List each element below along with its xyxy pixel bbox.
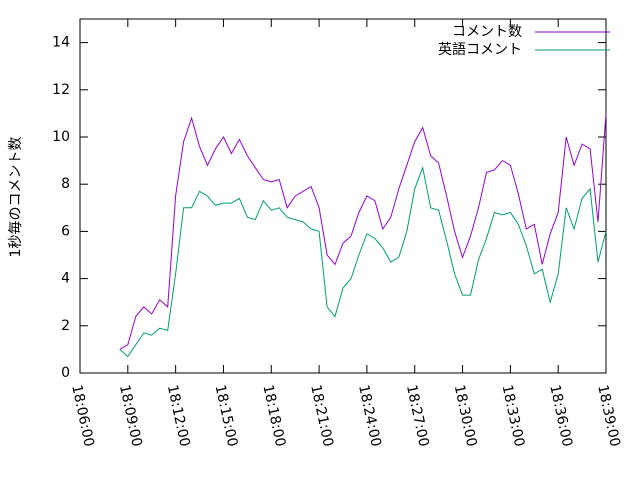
legend-label: コメント数	[452, 24, 522, 40]
plot-frame	[79, 18, 607, 374]
y-tick-label: 2	[61, 318, 70, 334]
y-tick-label: 10	[52, 129, 70, 145]
y-tick-label: 6	[61, 223, 70, 239]
series-line	[119, 165, 607, 358]
y-tick-label: 12	[52, 82, 70, 98]
y-tick-label: 14	[52, 35, 70, 51]
y-tick-label: 8	[61, 176, 70, 192]
y-tick-label: 0	[61, 365, 70, 381]
y-tick-label: 4	[61, 271, 70, 287]
y-axis-label: 1秒毎のコメント数	[8, 137, 24, 258]
series-line	[119, 113, 607, 350]
legend-label: 英語コメント	[438, 41, 522, 58]
